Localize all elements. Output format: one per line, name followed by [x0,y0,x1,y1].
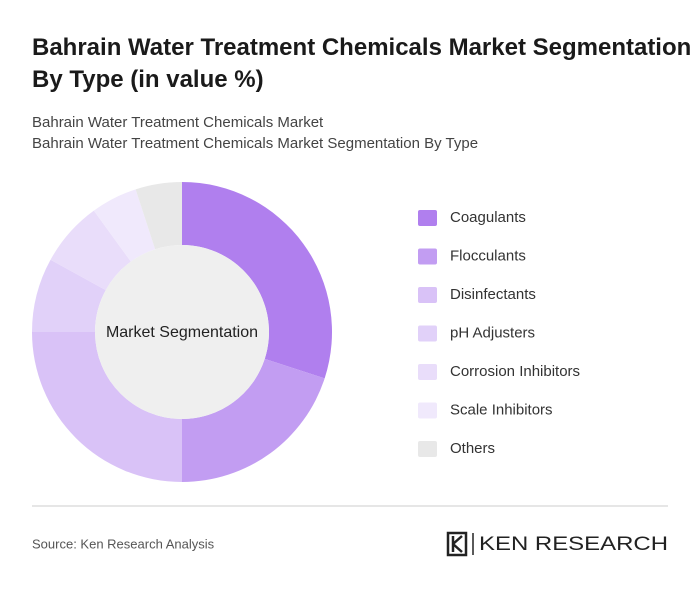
legend-swatch [418,248,437,265]
legend: Coagulants Flocculants Disinfectants pH Adj… [418,209,580,457]
legend-swatch [418,402,437,419]
logo-icon [446,531,468,557]
legend-swatch [418,210,437,226]
legend-swatch [418,441,437,457]
legend-label: Others [450,440,495,457]
legend-label: pH Adjusters [450,324,535,341]
legend-label: Flocculants [450,247,526,264]
donut-segment [182,358,325,482]
legend-swatch [418,325,437,342]
donut-segment [32,332,182,482]
donut-hole [95,245,269,419]
chart-title: Bahrain Water Treatment Chemicals Market… [32,34,691,93]
logo-text: KEN RESEARCH [479,534,668,555]
donut [32,182,332,482]
legend-swatch [418,287,437,303]
logo-icon [451,535,463,553]
donut-segment [182,182,332,379]
donut-segment [50,210,131,291]
subtitle: Bahrain Water Treatment Chemicals Market… [32,135,478,152]
legend-label: Corrosion Inhibitors [450,363,580,380]
donut-segment [32,259,106,332]
subtitle: Bahrain Water Treatment Chemicals Market [32,114,324,131]
donut-segment [135,182,182,250]
legend-swatch [418,364,437,380]
legend-label: Coagulants [450,209,526,226]
legend-label: Scale Inhibitors [450,401,553,418]
donut-segment [93,189,156,262]
source: Source: Ken Research Analysis [32,536,215,551]
legend-label: Disinfectants [450,286,536,303]
center-label: Market Segmentation [106,324,258,341]
logo: KEN RESEARCH [446,531,668,557]
